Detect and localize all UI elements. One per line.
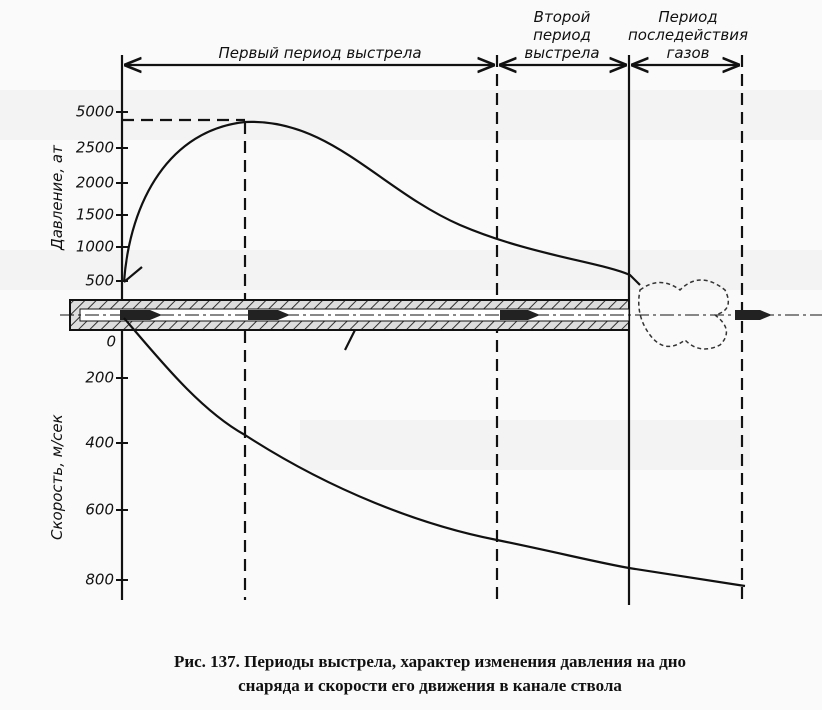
velocity-tick-label: 800	[85, 571, 114, 589]
caption: снаряда и скорости его движения в канале…	[238, 676, 622, 695]
pressure-tick-label: 1500	[76, 206, 114, 224]
projectile	[120, 310, 162, 320]
pressure-tick-label: 1000	[76, 238, 114, 256]
period-label: период	[533, 26, 591, 44]
pointer	[344, 329, 356, 351]
projectile	[735, 310, 772, 320]
projectile	[500, 310, 540, 320]
velocity-tick-label: 200	[85, 369, 114, 387]
period-label: выстрела	[524, 44, 599, 62]
velocity-tick-label: 400	[85, 434, 114, 452]
scan-shade	[0, 90, 822, 140]
pressure-tick-label: 500	[85, 272, 114, 290]
caption: Рис. 137. Периоды выстрела, характер изм…	[174, 652, 686, 671]
scan-shade	[0, 250, 822, 290]
velocity-curve	[123, 317, 746, 588]
period-label: Первый период выстрела	[218, 44, 421, 62]
period-label: Второй	[534, 8, 591, 26]
period-label: Период	[658, 8, 717, 26]
pointer	[123, 266, 143, 283]
pressure-curve	[122, 120, 641, 286]
period-label: последействия	[628, 26, 748, 44]
pressure-tick-label: 2500	[76, 139, 114, 157]
projectile	[248, 310, 290, 320]
scan-shade	[300, 420, 750, 470]
pressure-axis-label: Давление, ат	[48, 144, 66, 251]
pressure-tick-label: 5000	[76, 103, 114, 121]
pressure-tick-label: 2000	[76, 174, 114, 192]
velocity-axis-label: Скорость, м/сек	[48, 414, 66, 540]
zero-label: 0	[106, 333, 116, 351]
period-label: газов	[666, 44, 709, 62]
velocity-tick-label: 600	[85, 501, 114, 519]
